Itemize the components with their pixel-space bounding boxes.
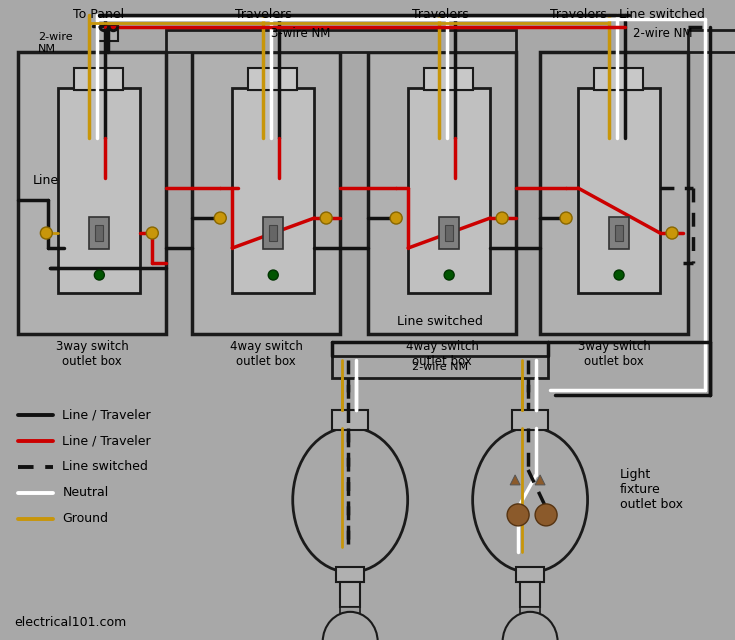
Text: Travelers: Travelers <box>412 8 468 21</box>
Bar <box>424 68 473 90</box>
Bar <box>578 88 660 293</box>
Text: 2-wire NM: 2-wire NM <box>634 27 693 40</box>
Circle shape <box>146 227 158 239</box>
Bar <box>269 225 277 241</box>
Text: Ground: Ground <box>62 513 108 525</box>
Bar <box>74 68 123 90</box>
Text: Line: Line <box>32 173 59 187</box>
Bar <box>688 30 735 52</box>
Ellipse shape <box>503 612 558 640</box>
Bar <box>166 30 516 52</box>
Text: 3way switch
outlet box: 3way switch outlet box <box>56 340 129 368</box>
Bar <box>193 52 340 334</box>
Circle shape <box>320 212 332 224</box>
Bar <box>426 70 472 90</box>
Bar <box>340 607 360 627</box>
Circle shape <box>507 504 529 526</box>
Text: Line switched: Line switched <box>397 315 483 328</box>
Text: electrical101.com: electrical101.com <box>14 616 126 629</box>
Text: Line / Traveler: Line / Traveler <box>62 435 151 447</box>
Circle shape <box>496 212 508 224</box>
Circle shape <box>535 504 557 526</box>
Text: Light
fixture
outlet box: Light fixture outlet box <box>620 468 683 511</box>
Bar <box>332 356 548 378</box>
Circle shape <box>94 270 104 280</box>
Circle shape <box>666 227 678 239</box>
Text: 3-wire NM: 3-wire NM <box>270 27 330 40</box>
Bar <box>609 217 629 249</box>
Text: Travelers: Travelers <box>550 8 606 21</box>
Polygon shape <box>535 475 545 485</box>
Bar <box>520 582 540 607</box>
Bar <box>251 70 295 90</box>
Ellipse shape <box>473 428 587 572</box>
Text: 2-wire NM: 2-wire NM <box>412 362 468 372</box>
Text: Travelers: Travelers <box>235 8 292 21</box>
Circle shape <box>614 270 624 280</box>
Bar <box>540 52 688 334</box>
Ellipse shape <box>323 612 378 640</box>
Circle shape <box>40 227 52 239</box>
Bar <box>90 217 110 249</box>
Polygon shape <box>510 475 520 485</box>
Circle shape <box>444 270 454 280</box>
Bar <box>368 52 516 334</box>
Bar <box>439 217 459 249</box>
Circle shape <box>268 270 279 280</box>
Bar <box>520 607 540 627</box>
Bar <box>18 52 166 334</box>
Bar <box>445 225 453 241</box>
Bar <box>512 410 548 430</box>
Text: 3way switch
outlet box: 3way switch outlet box <box>578 340 650 368</box>
Bar <box>332 410 368 430</box>
Bar <box>336 567 365 582</box>
Text: 2-wire
NM: 2-wire NM <box>38 32 73 54</box>
Text: 4way switch
outlet box: 4way switch outlet box <box>406 340 478 368</box>
Bar <box>340 582 360 607</box>
Circle shape <box>390 212 402 224</box>
Bar <box>96 225 104 241</box>
Text: Line switched: Line switched <box>619 8 705 21</box>
Bar <box>263 217 283 249</box>
Text: To Panel: To Panel <box>73 8 124 21</box>
Bar <box>248 68 297 90</box>
Bar <box>232 88 315 293</box>
Text: Line / Traveler: Line / Traveler <box>62 408 151 422</box>
Bar <box>615 225 623 241</box>
Bar <box>98 26 118 41</box>
Text: Neutral: Neutral <box>62 486 109 499</box>
Ellipse shape <box>293 428 408 572</box>
Text: Line switched: Line switched <box>62 460 148 474</box>
Bar <box>516 567 544 582</box>
Bar <box>58 88 140 293</box>
Circle shape <box>215 212 226 224</box>
Bar <box>408 88 490 293</box>
Bar <box>597 70 642 90</box>
Text: 4way switch
outlet box: 4way switch outlet box <box>230 340 303 368</box>
Bar <box>76 70 122 90</box>
Bar <box>594 68 643 90</box>
Circle shape <box>560 212 572 224</box>
